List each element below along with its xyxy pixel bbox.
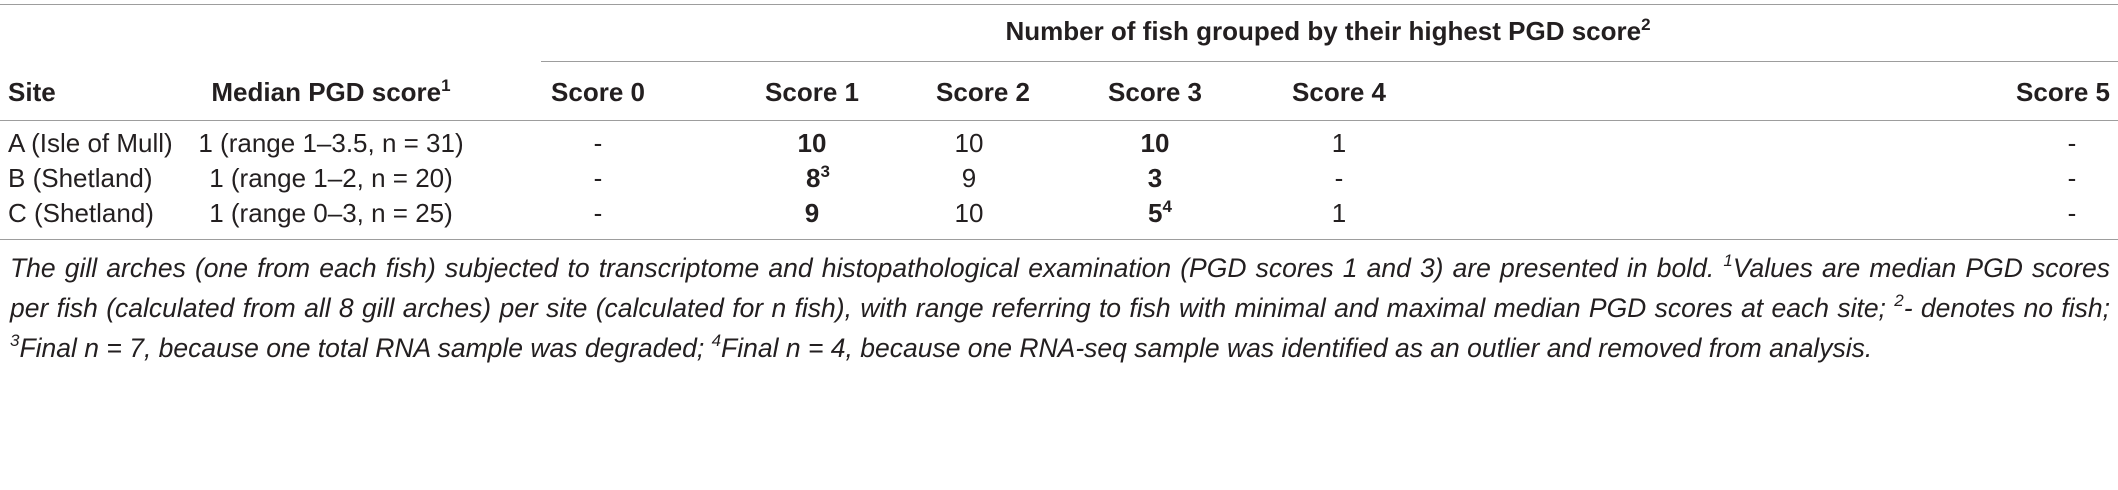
row-c-score-0: - [593,198,603,228]
col-header-score-2: Score 2 [936,77,1030,107]
group-header-sup: 2 [1641,15,1651,34]
row-b-score-3: 3 [1147,163,1163,193]
col-header-score-1: Score 1 [765,77,859,107]
row-a-score-2: 10 [954,128,984,158]
row-c-score-3: 54 [1148,197,1172,228]
row-c-score-2: 10 [954,198,984,228]
row-a-score-5: - [2067,128,2077,158]
row-b-median: 1 (range 1–2, n = 20) [209,163,453,193]
row-c-score-4: 1 [1331,198,1347,228]
footnote-sup-4: 4 [711,331,722,350]
row-b-site: B (Shetland) [8,163,153,193]
row-a-score-3: 10 [1140,128,1170,158]
footnote-sup-1: 1 [1723,251,1733,270]
col-header-score-0: Score 0 [551,77,645,107]
col-header-median-sup: 1 [441,76,451,95]
col-header-site: Site [8,77,56,107]
row-c-median: 1 (range 0–3, n = 25) [209,198,453,228]
row-c-site: C (Shetland) [8,198,154,228]
row-b-score-2: 9 [961,163,977,193]
row-b-score-5: - [2067,163,2077,193]
col-header-median: Median PGD score1 [211,76,451,107]
table-top-rule [0,4,2118,5]
table-footnote: The gill arches (one from each fish) sub… [10,251,2111,363]
col-header-score-4: Score 4 [1292,77,1386,107]
row-a-site: A (Isle of Mull) [8,128,173,158]
footnote-sup-3: 3 [10,331,20,350]
row-c-score-5: - [2067,198,2077,228]
footnote-sup-2: 2 [1894,291,1904,310]
col-header-score-5: Score 5 [2016,77,2110,107]
header-bottom-rule [0,120,2118,121]
row-a-score-4: 1 [1331,128,1347,158]
row-b-score-4: - [1334,163,1344,193]
group-header-rule [541,61,2118,62]
group-header: Number of fish grouped by their highest … [1005,15,1651,46]
row-a-median: 1 (range 1–3.5, n = 31) [198,128,464,158]
table-bottom-rule [0,239,2118,240]
row-a-score-0: - [593,128,603,158]
col-header-score-3: Score 3 [1108,77,1202,107]
row-b-score-1: 83 [806,162,830,193]
row-c-score-1: 9 [804,198,820,228]
row-a-score-1: 10 [797,128,827,158]
row-b-score-0: - [593,163,603,193]
